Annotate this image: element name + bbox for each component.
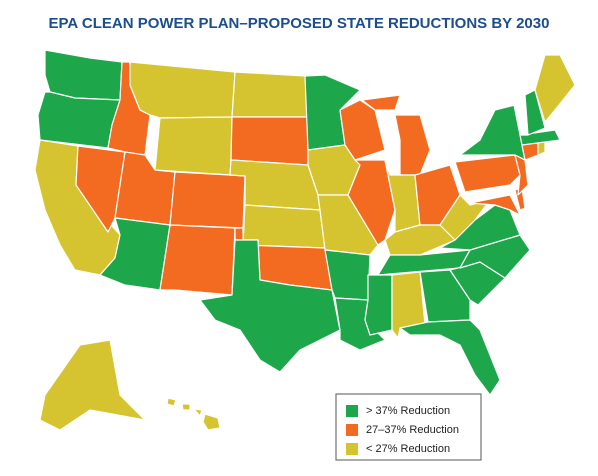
state (129, 61, 236, 119)
state (364, 274, 393, 336)
map-title: EPA CLEAN POWER PLAN–PROPOSED STATE REDU… (49, 15, 550, 32)
state (534, 54, 576, 123)
state (166, 397, 221, 431)
state (159, 224, 236, 296)
state (75, 145, 126, 233)
state (154, 116, 233, 176)
state (230, 116, 309, 166)
legend-swatch (346, 424, 358, 436)
state (169, 171, 246, 229)
state (537, 141, 546, 156)
legend-label: < 27% Reduction (366, 443, 450, 455)
state (339, 99, 386, 161)
state (199, 239, 341, 373)
state (469, 194, 521, 216)
state (39, 339, 146, 431)
state (44, 49, 123, 101)
legend-box (335, 393, 482, 461)
legend-swatch (346, 443, 358, 455)
state (419, 269, 471, 323)
states (34, 49, 576, 431)
legend-swatch (346, 405, 358, 417)
state (399, 319, 501, 396)
state (231, 71, 309, 118)
state (454, 154, 521, 193)
state (524, 89, 546, 136)
state (377, 249, 471, 276)
legend: > 37% Reduction 27–37% Reduction < 27% Red… (346, 405, 459, 455)
state (514, 154, 529, 196)
state (37, 91, 121, 149)
legend-label: 27–37% Reduction (366, 424, 459, 436)
legend-label: > 37% Reduction (366, 405, 450, 417)
